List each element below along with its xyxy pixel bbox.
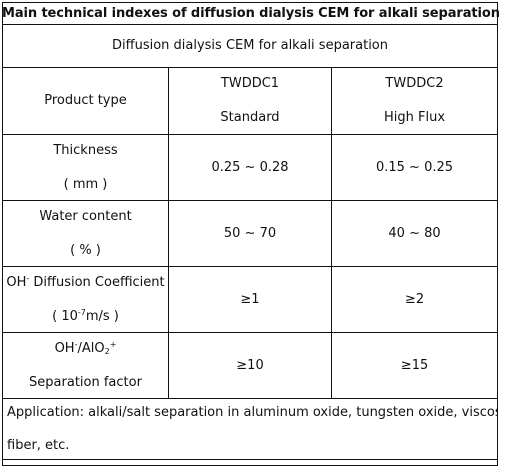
thickness-value-2-text: 0.15 ~ 0.25 <box>375 159 454 175</box>
sep-value-2: ≥15 <box>330 332 499 399</box>
subtitle-cell: Diffusion dialysis CEM for alkali separa… <box>1 24 499 68</box>
product-2-grade: High Flux <box>383 110 446 125</box>
product-1-model: TWDDC1 <box>220 76 280 91</box>
sep-name-sub: 2 <box>104 346 110 356</box>
application-cell: Application: alkali/salt separation in a… <box>1 398 499 466</box>
sep-name-a-sup: - <box>74 339 78 349</box>
oh-value-1: ≥1 <box>168 266 332 333</box>
spacer <box>333 92 497 110</box>
product-1-grade: Standard <box>220 110 280 125</box>
product-2-cell: TWDDC2 High Flux <box>330 67 499 135</box>
application-line-2: fiber, etc. <box>7 438 70 453</box>
spacer <box>4 357 168 375</box>
subtitle-text: Diffusion dialysis CEM for alkali separa… <box>112 38 389 53</box>
water-name: Water content <box>39 208 132 224</box>
oh-value-1-text: ≥1 <box>240 291 260 307</box>
separation-factor-row: OH-/AlO2+ Separation factor ≥10 ≥15 <box>2 332 499 399</box>
oh-name-a: OH <box>6 274 27 290</box>
water-value-2-text: 40 ~ 80 <box>388 225 441 241</box>
spacer <box>4 225 168 243</box>
table-title: Main technical indexes of diffusion dial… <box>2 6 500 21</box>
spec-table: Diffusion dialysis CEM for alkali separa… <box>1 24 499 466</box>
thickness-value-1-text: 0.25 ~ 0.28 <box>211 159 289 175</box>
oh-label-cell: OH- Diffusion Coefficient ( 10-7m/s ) <box>2 266 169 333</box>
sep-name: OH-/AlO2+ <box>4 339 168 357</box>
thickness-label-cell: Thickness ( mm ) <box>2 134 169 201</box>
spec-sheet: Main technical indexes of diffusion dial… <box>1 2 500 466</box>
oh-unit-a: ( 10 <box>52 308 78 324</box>
water-content-row: Water content ( % ) 50 ~ 70 40 ~ 80 <box>2 200 499 267</box>
sep-name-b: /AlO <box>77 340 105 356</box>
product-1-cell: TWDDC1 Standard <box>168 67 332 135</box>
thickness-row: Thickness ( mm ) 0.25 ~ 0.28 0.15 ~ 0.25 <box>2 134 499 201</box>
sep-value-2-text: ≥15 <box>400 357 429 373</box>
spacer <box>4 159 168 177</box>
oh-name-b: Diffusion Coefficient <box>29 274 165 290</box>
oh-value-2: ≥2 <box>330 266 499 333</box>
sep-name-sup: + <box>109 339 117 349</box>
sep-name-a: OH <box>54 340 75 356</box>
water-label-cell: Water content ( % ) <box>2 200 169 267</box>
spacer <box>170 92 331 110</box>
oh-unit-sup: -7 <box>77 307 86 317</box>
product-type-row: Product type TWDDC1 Standard TWDDC2 High… <box>2 67 499 135</box>
oh-diffusion-row: OH- Diffusion Coefficient ( 10-7m/s ) ≥1… <box>2 266 499 333</box>
product-type-label: Product type <box>44 93 127 108</box>
sep-label-cell: OH-/AlO2+ Separation factor <box>2 332 169 399</box>
oh-name-sup: - <box>26 273 30 283</box>
product-type-label-cell: Product type <box>2 67 169 135</box>
product-2-model: TWDDC2 <box>385 76 444 91</box>
application-line-1: Application: alkali/salt separation in a… <box>7 405 498 420</box>
thickness-value-2: 0.15 ~ 0.25 <box>330 134 499 201</box>
sep-name-2: Separation factor <box>29 374 142 390</box>
water-value-2: 40 ~ 80 <box>330 200 499 267</box>
oh-name: OH- Diffusion Coefficient <box>4 273 168 291</box>
thickness-value-1: 0.25 ~ 0.28 <box>168 134 332 201</box>
oh-unit: ( 10-7m/s ) <box>4 307 168 325</box>
sep-value-1: ≥10 <box>168 332 332 399</box>
oh-value-2-text: ≥2 <box>404 291 425 307</box>
subtitle-row: Diffusion dialysis CEM for alkali separa… <box>1 24 499 68</box>
spacer <box>4 291 168 309</box>
sep-value-1-text: ≥10 <box>236 357 264 373</box>
application-row: Application: alkali/salt separation in a… <box>1 398 499 466</box>
water-value-1-text: 50 ~ 70 <box>223 225 277 241</box>
water-unit: ( % ) <box>70 242 101 258</box>
water-value-1: 50 ~ 70 <box>168 200 332 267</box>
oh-unit-b: m/s ) <box>85 308 119 324</box>
thickness-unit: ( mm ) <box>63 176 108 192</box>
thickness-name: Thickness <box>53 142 118 158</box>
